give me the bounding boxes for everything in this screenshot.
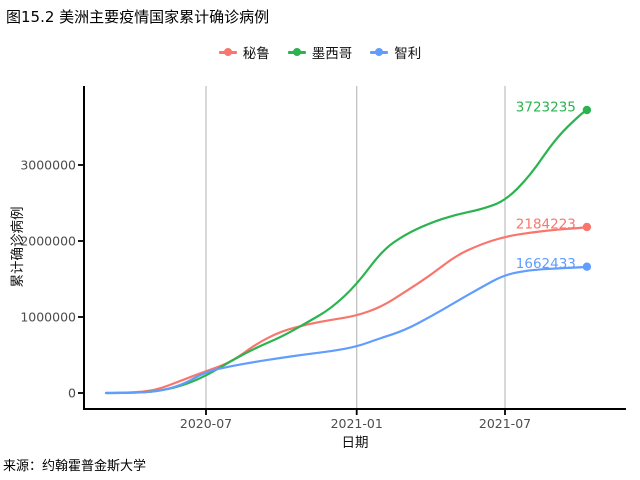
x-tick-label: 2021-07: [479, 416, 531, 431]
y-tick-label: 1000000: [20, 310, 76, 325]
legend-item-label: 墨西哥: [311, 46, 353, 62]
x-axis-title: 日期: [341, 435, 369, 451]
series-line-chile: [105, 265, 588, 395]
x-tick-label: 2020-07: [180, 416, 232, 431]
legend-line-point-icon: [287, 44, 306, 60]
legend-item-label: 秘鲁: [242, 46, 270, 62]
series-endpoint-chile: [582, 262, 592, 271]
legend-line-point-icon: [218, 44, 237, 60]
x-tick-label: 2021-01: [331, 416, 383, 431]
y-tick-label: 0: [68, 386, 76, 401]
y-tick-label: 3000000: [20, 158, 76, 173]
series-endpoint-peru: [582, 222, 592, 232]
y-tick-label: 2000000: [20, 234, 76, 249]
legend-item-chile: 智利: [370, 42, 421, 62]
series-line-mexico: [105, 108, 588, 395]
series-line-peru: [105, 225, 588, 395]
legend-line-point-icon: [370, 44, 389, 60]
series-endpoint-mexico: [582, 105, 592, 115]
source-note: 来源：约翰霍普金斯大学: [3, 459, 147, 474]
y-axis-title: 累计确诊病例: [10, 206, 26, 288]
series-end-value-label-peru: 2184223: [516, 217, 576, 233]
figure-title: 图15.2 美洲主要疫情国家累计确诊病例: [6, 8, 270, 26]
legend-item-label: 智利: [394, 46, 422, 62]
chart-legend: 秘鲁 墨西哥 智利: [0, 40, 640, 64]
legend-item-mexico: 墨西哥: [287, 42, 353, 62]
series-end-value-label-chile: 1662433: [516, 256, 576, 272]
series-end-value-label-mexico: 3723235: [516, 100, 576, 116]
legend-item-peru: 秘鲁: [218, 42, 270, 62]
